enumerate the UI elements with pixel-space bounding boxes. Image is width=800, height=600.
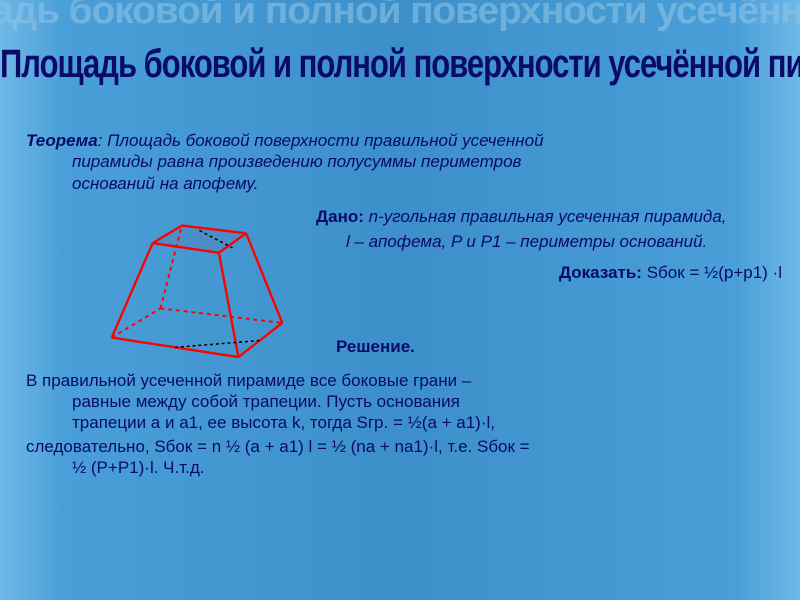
solution-p2-l2: ½ (P+P1)·l. Ч.т.д. bbox=[26, 457, 774, 478]
prove-label: Доказать: bbox=[559, 263, 642, 282]
theorem-block: Теорема: Площадь боковой поверхности пра… bbox=[26, 130, 774, 194]
solution-p1-l1: В правильной усеченной пирамиде все боко… bbox=[26, 370, 774, 391]
pyramid-diagram bbox=[102, 204, 292, 364]
solution-p1-l3: трапеции a и a1, ее высота k, тогда Sгр.… bbox=[26, 412, 774, 433]
watermark-title: адь боковой и полной поверхности усечённ… bbox=[0, 0, 800, 33]
given-label: Дано: bbox=[316, 207, 364, 226]
solution-title: Решение. bbox=[336, 336, 415, 357]
slide-content: Теорема: Площадь боковой поверхности пра… bbox=[26, 130, 774, 480]
middle-row: Дано: n-угольная правильная усеченная пи… bbox=[26, 204, 774, 364]
prove-formula: Sбок = ½(p+p1) ·l bbox=[642, 263, 782, 282]
theorem-line1: : Площадь боковой поверхности правильной… bbox=[98, 131, 544, 150]
theorem-label: Теорема bbox=[26, 131, 98, 150]
theorem-line2: пирамиды равна произведению полусуммы пе… bbox=[26, 151, 774, 172]
slide-title: Площадь боковой и полной поверхности усе… bbox=[0, 41, 800, 88]
solution-p2-l1: следовательно, Sбок = n ½ (a + a1) l = ½… bbox=[26, 436, 774, 457]
theorem-line3: оснований на апофему. bbox=[26, 173, 774, 194]
given-line2: l – апофема, P и P1 – периметры основани… bbox=[316, 231, 786, 252]
solution-p1-l2: равные между собой трапеции. Пусть основ… bbox=[26, 391, 774, 412]
given-block: Дано: n-угольная правильная усеченная пи… bbox=[316, 206, 786, 284]
given-line1: n-угольная правильная усеченная пирамида… bbox=[364, 207, 727, 226]
solution-block: В правильной усеченной пирамиде все боко… bbox=[26, 370, 774, 478]
